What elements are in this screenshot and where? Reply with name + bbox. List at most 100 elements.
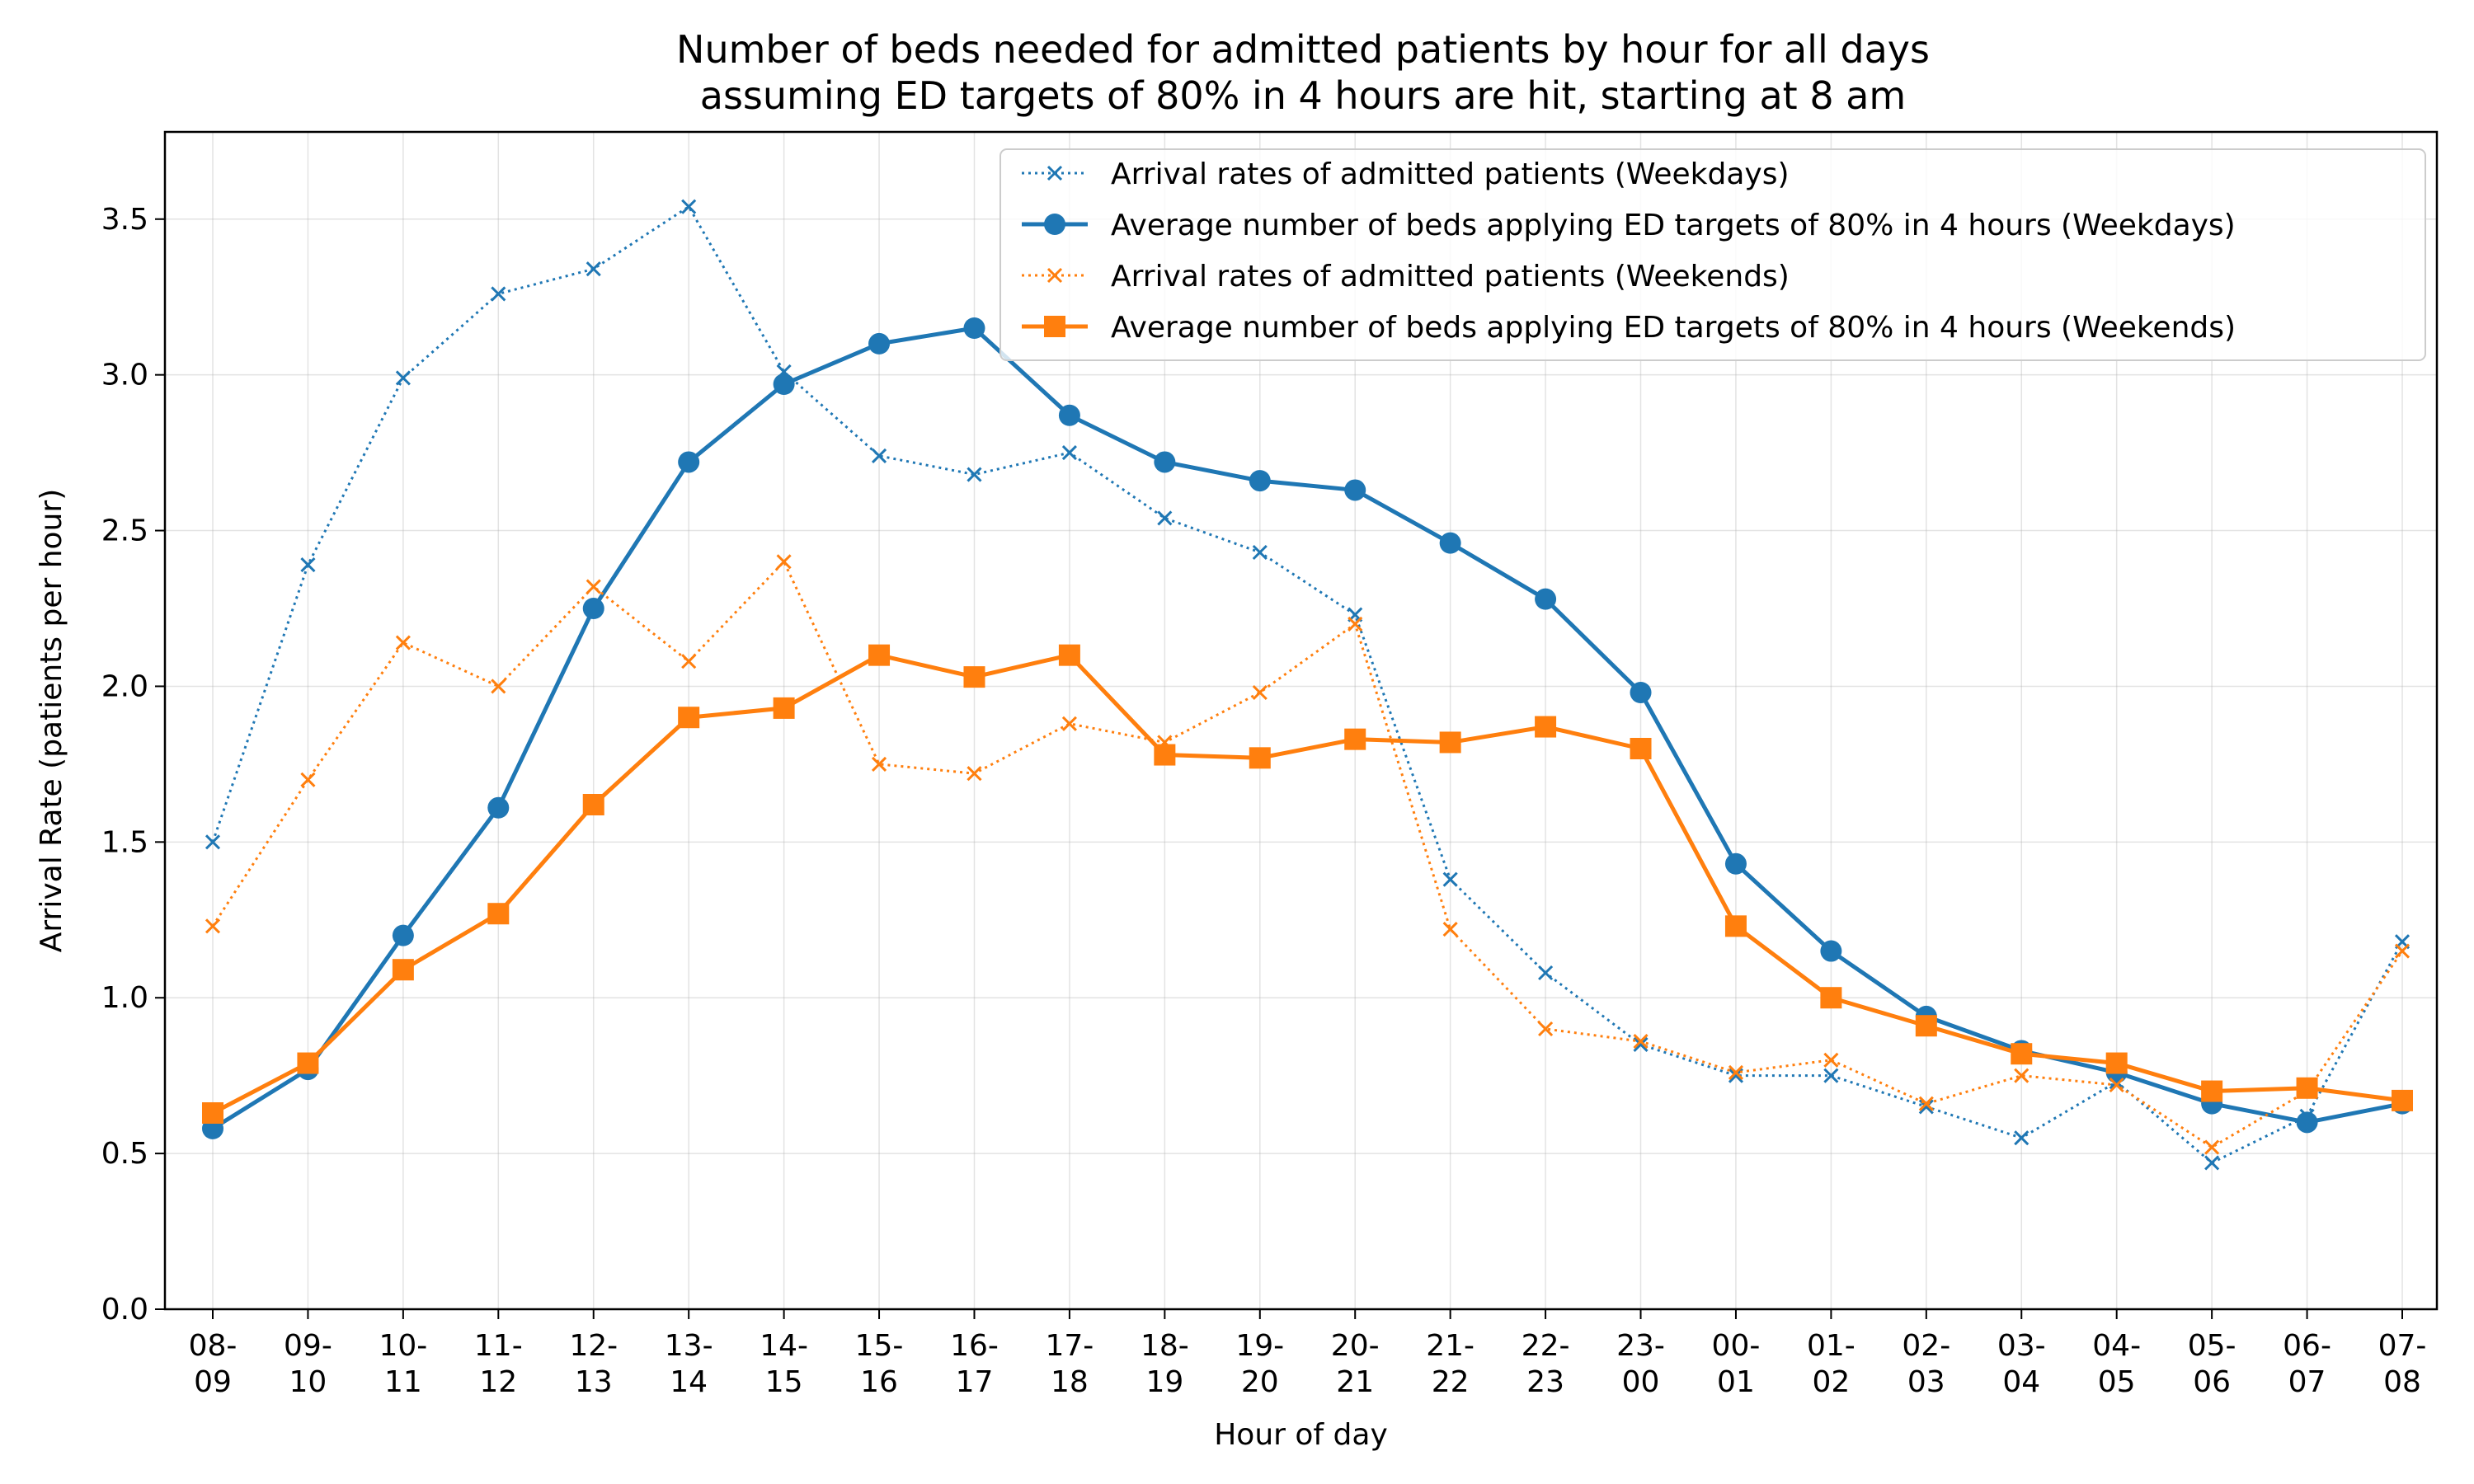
data-point	[491, 286, 506, 302]
data-point	[1439, 731, 1461, 754]
x-tick-label: 11-12	[474, 1329, 523, 1399]
marker-x-stroke	[1442, 922, 1458, 937]
data-point	[1538, 1021, 1554, 1037]
x-tick-label: 08-09	[189, 1329, 238, 1399]
x-tick-label: 00-01	[1712, 1329, 1761, 1399]
x-tick-label: 23-00	[1616, 1329, 1665, 1399]
data-point	[1154, 744, 1176, 766]
data-point	[1724, 852, 1747, 875]
marker-x-stroke	[681, 199, 697, 214]
x-tick-label-line-2: 08	[2383, 1365, 2421, 1399]
data-point	[1249, 747, 1271, 769]
data-point	[773, 697, 795, 719]
x-tick-label-line-2: 12	[479, 1365, 517, 1399]
x-tick-label-line-2: 07	[2288, 1365, 2326, 1399]
x-tick-label-line-1: 09-	[284, 1329, 332, 1363]
x-tick-label-line-1: 01-	[1807, 1329, 1856, 1363]
data-point	[1442, 922, 1458, 937]
x-tick-label-line-2: 13	[575, 1365, 613, 1399]
x-tick-label-line-1: 11-	[474, 1329, 523, 1363]
x-tick-label: 13-14	[665, 1329, 713, 1399]
data-point	[1724, 915, 1747, 937]
y-tick-label: 2.0	[101, 669, 148, 703]
marker-x-stroke	[491, 286, 506, 302]
data-point	[582, 794, 604, 815]
data-point	[1630, 738, 1652, 759]
marker-x-stroke	[1823, 1068, 1839, 1083]
x-tick-label: 15-16	[855, 1329, 904, 1399]
x-tick-label: 02-03	[1902, 1329, 1950, 1399]
data-point	[586, 261, 601, 277]
marker-x-stroke	[871, 756, 887, 772]
x-tick-label-line-2: 09	[194, 1365, 232, 1399]
x-tick-label-line-2: 05	[2098, 1365, 2136, 1399]
legend-box	[999, 148, 2426, 361]
marker-x-stroke	[1442, 871, 1458, 887]
y-axis-label: Arrival Rate (patients per hour)	[35, 489, 68, 953]
data-point	[487, 796, 510, 819]
marker-x-stroke	[1538, 1021, 1554, 1037]
data-point	[1535, 588, 1557, 610]
data-point	[967, 766, 982, 782]
marker-x-stroke	[1823, 1052, 1839, 1068]
x-tick-label: 22-23	[1522, 1329, 1570, 1399]
marker-x-stroke	[491, 679, 506, 694]
marker-x-stroke	[1348, 616, 1363, 632]
data-point	[1154, 451, 1176, 473]
marker-x-stroke	[1728, 1064, 1744, 1080]
chart-title-line-1: Number of beds needed for admitted patie…	[676, 27, 1930, 72]
legend-label: Average number of beds applying ED targe…	[1111, 209, 2236, 242]
marker-x-stroke	[776, 554, 792, 570]
data-point	[1442, 871, 1458, 887]
x-tick-label: 21-22	[1426, 1329, 1475, 1399]
data-point	[2109, 1077, 2124, 1093]
x-tick-label: 16-17	[950, 1329, 999, 1399]
legend-marker	[1047, 165, 1063, 181]
series-layer	[202, 199, 2413, 1171]
series-2-line	[211, 326, 2403, 1131]
data-point	[1633, 1034, 1649, 1050]
data-point	[1157, 510, 1173, 526]
data-point	[586, 579, 601, 594]
marker-x-stroke	[205, 918, 221, 934]
x-tick-label-line-2: 17	[956, 1365, 994, 1399]
marker-x-stroke	[586, 261, 601, 277]
data-point	[205, 918, 221, 934]
x-tick-label: 14-15	[760, 1329, 808, 1399]
marker-x-stroke	[681, 654, 697, 669]
data-point	[491, 679, 506, 694]
x-tick-label: 09-10	[284, 1329, 332, 1399]
y-tick-label: 3.0	[101, 359, 148, 392]
marker-x-stroke	[1047, 267, 1063, 284]
marker-x-stroke	[2014, 1068, 2030, 1083]
data-point	[773, 373, 795, 395]
data-point	[582, 598, 604, 619]
plot-frame	[163, 130, 2439, 1311]
x-tick-label-line-1: 20-	[1331, 1329, 1380, 1363]
x-tick-label-line-2: 21	[1336, 1365, 1374, 1399]
marker-x-stroke	[300, 772, 316, 787]
legend-marker	[1047, 267, 1063, 284]
x-tick-label: 04-05	[2092, 1329, 2141, 1399]
data-point	[1915, 1015, 1937, 1037]
data-point	[395, 370, 411, 386]
data-point	[1058, 644, 1080, 666]
x-tick-label-line-1: 08-	[189, 1329, 238, 1363]
data-point	[1252, 544, 1268, 561]
data-point	[1823, 1052, 1839, 1068]
data-point	[2014, 1068, 2030, 1083]
data-point	[2014, 1130, 2030, 1146]
y-tick-label: 2.5	[101, 514, 148, 548]
data-point	[2011, 1043, 2033, 1065]
data-point	[963, 666, 985, 688]
data-point	[1630, 682, 1652, 703]
x-tick-label-line-1: 05-	[2188, 1329, 2236, 1363]
data-point	[871, 448, 887, 463]
x-tick-label: 10-11	[379, 1329, 427, 1399]
data-point	[776, 554, 792, 570]
x-tick-label-line-2: 23	[1526, 1365, 1564, 1399]
data-point	[1439, 532, 1461, 554]
legend-marker	[1044, 214, 1065, 235]
marker-x-stroke	[1252, 544, 1268, 561]
legend-label: Average number of beds applying ED targe…	[1111, 311, 2236, 345]
